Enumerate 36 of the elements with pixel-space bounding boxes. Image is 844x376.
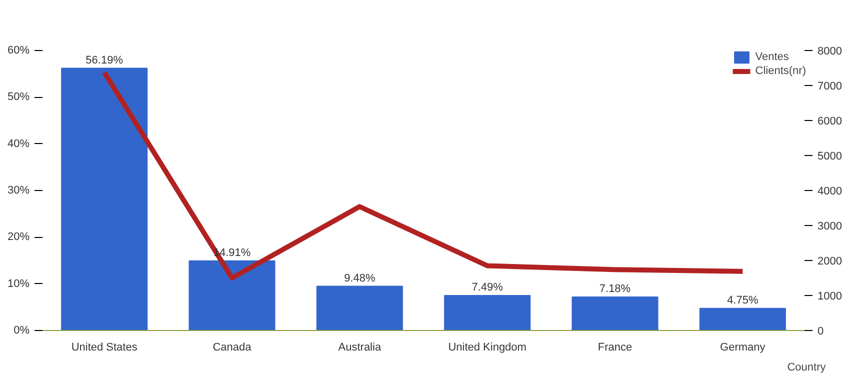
- data-label: 56.19%: [86, 54, 124, 66]
- data-label: 9.48%: [344, 272, 376, 284]
- bar: [444, 295, 531, 330]
- x-tick-label: Germany: [720, 342, 766, 354]
- y2-tick-label: 7000: [818, 80, 842, 92]
- bar: [699, 308, 786, 330]
- x-tick-label: United States: [71, 342, 138, 354]
- y-tick-label: 10%: [7, 278, 30, 290]
- y2-tick-label: 8000: [818, 46, 842, 58]
- y-tick-label: 60%: [7, 44, 30, 56]
- y2-tick-label: 0: [818, 326, 824, 338]
- y2-tick-label: 6000: [818, 116, 842, 128]
- bar: [61, 68, 148, 330]
- legend-label: Clients(nr): [755, 65, 806, 77]
- y-tick-label: 50%: [7, 91, 30, 104]
- x-axis-title: Country: [787, 362, 826, 374]
- x-tick-label: France: [598, 342, 632, 354]
- y-tick-label: 40%: [7, 138, 30, 150]
- bar: [188, 260, 276, 330]
- x-tick-label: United Kingdom: [448, 342, 526, 354]
- data-label: 7.49%: [472, 282, 504, 294]
- bar: [316, 286, 403, 330]
- data-label: 4.75%: [727, 294, 758, 306]
- x-tick-label: Australia: [338, 342, 382, 354]
- y-tick-label: 0%: [14, 324, 30, 336]
- data-label: 7.18%: [599, 282, 631, 295]
- y-tick-label: 30%: [7, 184, 30, 196]
- legend-label: Ventes: [755, 51, 789, 63]
- y2-tick-label: 2000: [818, 256, 842, 268]
- x-tick-label: Canada: [212, 342, 252, 354]
- y-tick-label: 20%: [7, 231, 30, 244]
- y2-tick-label: 3000: [818, 220, 842, 232]
- y2-tick-label: 5000: [818, 150, 842, 162]
- y2-tick-label: 1000: [818, 290, 842, 302]
- y2-tick-label: 4000: [818, 186, 842, 198]
- bar: [572, 296, 658, 330]
